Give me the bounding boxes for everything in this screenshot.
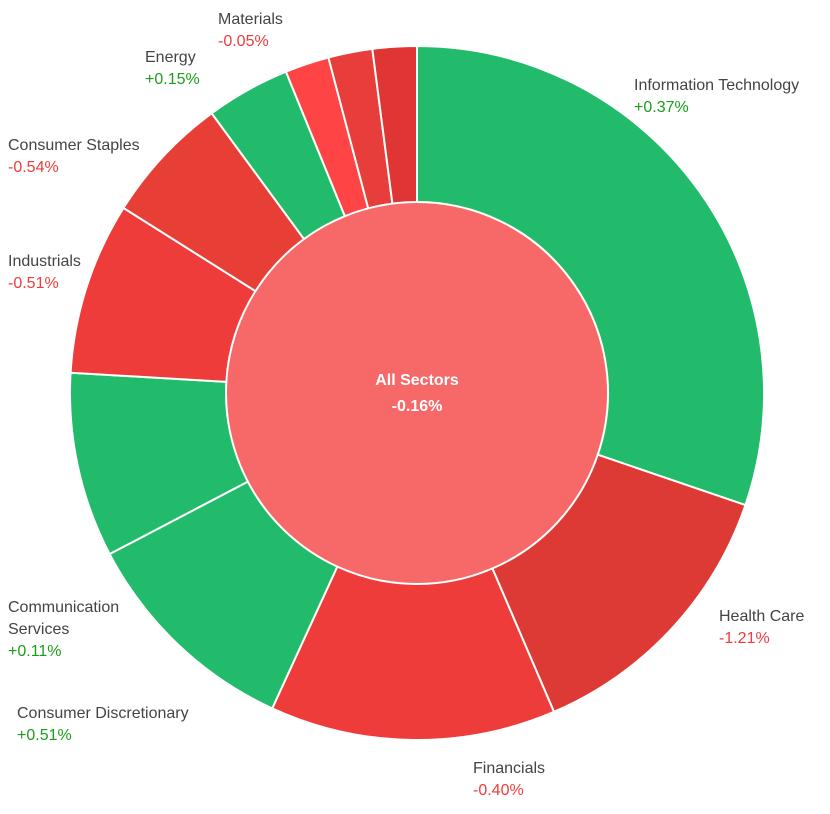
- slice-information-technology[interactable]: [416, 44, 765, 507]
- slice-financials[interactable]: [270, 565, 556, 741]
- slice-unlabeled-10[interactable]: [371, 44, 418, 205]
- slice-health-care[interactable]: [491, 453, 747, 714]
- label-value-consumer-staples: -0.54%: [8, 159, 59, 176]
- label-name-industrials: Industrials: [8, 253, 81, 270]
- center-value: -0.16%: [392, 398, 443, 415]
- label-value-industrials: -0.51%: [8, 275, 59, 292]
- label-name-health-care: Health Care: [719, 608, 804, 625]
- center-label: All Sectors: [375, 372, 459, 389]
- center-circle: [227, 203, 607, 583]
- label-value-financials: -0.40%: [473, 782, 524, 799]
- labels-group: Information Technology +0.37% Health Care -…: [8, 11, 804, 799]
- label-value-consumer-discretionary: +0.51%: [17, 727, 72, 744]
- label-name-financials: Financials: [473, 760, 545, 777]
- label-name-communication-services: Communication Services: [8, 599, 119, 638]
- label-value-health-care: -1.21%: [719, 630, 770, 647]
- label-value-information-technology: +0.37%: [634, 99, 689, 116]
- label-name-information-technology: Information Technology: [634, 77, 799, 94]
- label-name-consumer-discretionary: Consumer Discretionary: [17, 705, 189, 722]
- label-name-consumer-staples: Consumer Staples: [8, 137, 140, 154]
- slices-group: [69, 44, 765, 741]
- label-value-energy: +0.15%: [145, 71, 200, 88]
- label-name-materials: Materials: [218, 11, 283, 28]
- label-value-materials: -0.05%: [218, 33, 269, 50]
- label-name-energy: Energy: [145, 49, 196, 66]
- label-value-communication-services: +0.11%: [8, 643, 62, 660]
